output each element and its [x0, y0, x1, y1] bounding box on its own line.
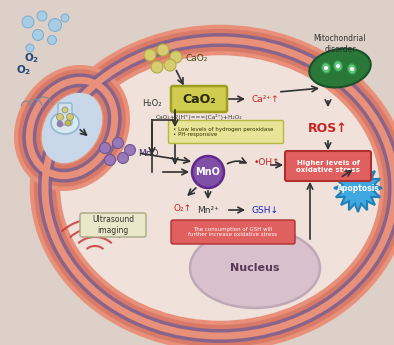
Circle shape [37, 11, 47, 21]
Circle shape [48, 36, 56, 45]
Text: CaO₂+2(H⁺)===(Ca²⁺)+H₂O₂: CaO₂+2(H⁺)===(Ca²⁺)+H₂O₂ [156, 114, 242, 120]
Text: ROS↑: ROS↑ [308, 121, 348, 135]
Ellipse shape [348, 64, 356, 74]
Ellipse shape [51, 112, 79, 134]
Text: The consumption of GSH will
further increase oxidative stress: The consumption of GSH will further incr… [188, 227, 277, 237]
Circle shape [144, 49, 156, 61]
Circle shape [65, 120, 71, 126]
Circle shape [67, 114, 74, 120]
FancyBboxPatch shape [58, 103, 72, 125]
Circle shape [170, 51, 182, 63]
Circle shape [117, 152, 128, 164]
Text: MnO: MnO [195, 167, 220, 177]
Ellipse shape [309, 49, 371, 88]
Circle shape [113, 138, 123, 148]
Circle shape [125, 145, 136, 156]
Text: MnO: MnO [138, 148, 158, 158]
Circle shape [48, 19, 61, 31]
Text: CaO₂: CaO₂ [185, 53, 207, 62]
Circle shape [62, 107, 68, 113]
Text: Higher levels of
oxidative stress: Higher levels of oxidative stress [296, 159, 360, 172]
Text: H₂O₂: H₂O₂ [142, 99, 162, 108]
Text: O₂↑: O₂↑ [174, 204, 192, 213]
Text: Mitochondrial
disorder: Mitochondrial disorder [314, 34, 366, 54]
Circle shape [151, 61, 163, 73]
Text: CaO₂: CaO₂ [182, 92, 216, 106]
Polygon shape [334, 164, 382, 212]
Text: Nucleus: Nucleus [230, 263, 280, 273]
Circle shape [336, 64, 340, 68]
Circle shape [104, 155, 115, 166]
Ellipse shape [334, 61, 342, 71]
FancyBboxPatch shape [171, 220, 295, 244]
Circle shape [57, 121, 63, 127]
FancyBboxPatch shape [169, 120, 284, 144]
Circle shape [157, 44, 169, 56]
Circle shape [192, 156, 224, 188]
Text: Ca²⁺↑: Ca²⁺↑ [252, 95, 280, 103]
Text: •OH↑: •OH↑ [254, 158, 281, 167]
Text: $\mathbf{O_2}$: $\mathbf{O_2}$ [24, 51, 40, 65]
Ellipse shape [322, 63, 330, 73]
Circle shape [350, 67, 354, 71]
Circle shape [22, 16, 34, 28]
Circle shape [56, 114, 63, 120]
Circle shape [61, 14, 69, 22]
Ellipse shape [56, 51, 384, 325]
Circle shape [26, 44, 34, 52]
Ellipse shape [42, 93, 102, 163]
FancyBboxPatch shape [285, 151, 371, 181]
Text: Mn²⁺: Mn²⁺ [197, 206, 219, 215]
Text: Apoptosis: Apoptosis [336, 184, 379, 193]
Text: $\mathbf{O_2}$: $\mathbf{O_2}$ [17, 63, 32, 77]
Circle shape [324, 66, 328, 70]
FancyBboxPatch shape [171, 86, 227, 112]
Circle shape [100, 142, 110, 154]
Circle shape [32, 30, 43, 40]
FancyBboxPatch shape [80, 213, 146, 237]
Text: • Low levels of hydrogen peroxidase
• PH-responsive: • Low levels of hydrogen peroxidase • PH… [173, 127, 273, 137]
Text: GSH↓: GSH↓ [252, 206, 279, 215]
Circle shape [164, 59, 176, 71]
Ellipse shape [190, 228, 320, 308]
Text: Ultrasound
imaging: Ultrasound imaging [92, 215, 134, 235]
